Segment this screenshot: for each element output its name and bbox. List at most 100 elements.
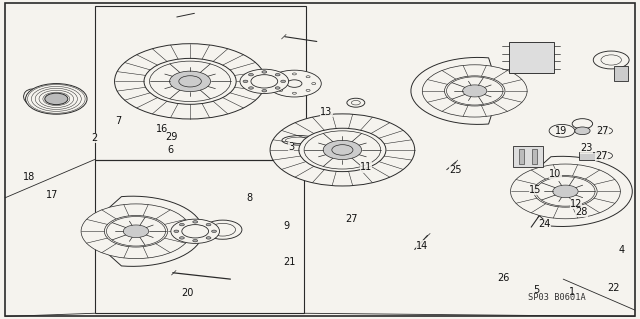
Circle shape	[212, 230, 216, 233]
Circle shape	[445, 76, 505, 106]
Circle shape	[299, 128, 386, 172]
Circle shape	[179, 223, 184, 226]
Text: 20: 20	[181, 288, 194, 299]
Text: 29: 29	[165, 132, 178, 142]
Circle shape	[182, 225, 209, 238]
Text: SP03 B0601A: SP03 B0601A	[528, 293, 586, 302]
Circle shape	[422, 65, 527, 117]
Text: 27: 27	[596, 126, 609, 137]
Circle shape	[268, 70, 321, 97]
Circle shape	[287, 80, 302, 87]
Circle shape	[206, 237, 211, 239]
Circle shape	[278, 89, 283, 92]
Text: 2: 2	[92, 133, 98, 143]
Text: 8: 8	[246, 193, 253, 203]
Circle shape	[193, 221, 198, 223]
Circle shape	[553, 185, 578, 198]
Circle shape	[275, 73, 280, 76]
Text: 1: 1	[568, 287, 575, 297]
Circle shape	[306, 89, 310, 92]
Text: 24: 24	[538, 219, 551, 229]
Text: 7: 7	[115, 116, 122, 126]
Ellipse shape	[282, 136, 317, 145]
Bar	[614, 66, 628, 81]
Circle shape	[534, 175, 597, 207]
Text: 17: 17	[46, 189, 59, 200]
Text: 18: 18	[22, 172, 35, 182]
Circle shape	[270, 114, 415, 186]
Ellipse shape	[285, 137, 314, 144]
Circle shape	[248, 73, 253, 76]
Text: 10: 10	[549, 169, 562, 179]
Circle shape	[240, 69, 289, 93]
Circle shape	[281, 80, 285, 83]
Bar	[509, 42, 554, 73]
Circle shape	[593, 51, 629, 69]
Circle shape	[251, 75, 278, 88]
Circle shape	[572, 119, 593, 129]
Circle shape	[549, 124, 575, 137]
Circle shape	[206, 223, 211, 226]
Text: 13: 13	[320, 107, 333, 117]
Text: 27: 27	[346, 213, 358, 224]
Text: 9: 9	[284, 221, 290, 232]
Text: 21: 21	[284, 257, 296, 267]
Circle shape	[26, 84, 87, 114]
Circle shape	[275, 87, 280, 89]
Ellipse shape	[24, 89, 43, 106]
Circle shape	[179, 76, 202, 87]
Circle shape	[601, 55, 621, 65]
Text: 3: 3	[288, 142, 294, 152]
Circle shape	[81, 204, 191, 259]
Circle shape	[332, 145, 353, 155]
Circle shape	[278, 76, 283, 78]
Circle shape	[273, 83, 277, 85]
Text: 27: 27	[595, 151, 608, 161]
Text: 15: 15	[529, 185, 541, 195]
Circle shape	[179, 237, 184, 239]
Circle shape	[204, 220, 242, 239]
Text: 5: 5	[533, 285, 540, 295]
Circle shape	[115, 44, 266, 119]
Bar	[366, 151, 380, 160]
Polygon shape	[534, 156, 632, 226]
Bar	[532, 149, 537, 164]
Bar	[513, 146, 543, 167]
Circle shape	[292, 73, 296, 75]
Circle shape	[171, 219, 220, 243]
Text: 22: 22	[607, 283, 620, 293]
Circle shape	[598, 152, 612, 159]
Circle shape	[347, 98, 365, 107]
Text: 28: 28	[575, 207, 588, 217]
Bar	[579, 152, 598, 160]
Text: 23: 23	[580, 143, 593, 153]
Circle shape	[463, 85, 487, 97]
Circle shape	[598, 127, 612, 134]
Bar	[95, 6, 306, 159]
Text: 11: 11	[360, 162, 372, 173]
Polygon shape	[411, 57, 505, 124]
Circle shape	[248, 87, 253, 89]
Bar	[519, 149, 524, 164]
Text: 16: 16	[156, 124, 168, 134]
Text: 12: 12	[570, 199, 582, 209]
Text: 4: 4	[619, 245, 625, 256]
Circle shape	[144, 58, 236, 104]
Circle shape	[262, 90, 267, 92]
Circle shape	[124, 225, 148, 238]
Circle shape	[193, 240, 198, 242]
Circle shape	[575, 127, 590, 135]
Circle shape	[45, 93, 68, 105]
Text: 25: 25	[449, 165, 462, 175]
Circle shape	[170, 71, 211, 92]
Circle shape	[306, 76, 310, 78]
Text: 19: 19	[555, 126, 568, 136]
Bar	[95, 160, 304, 313]
Circle shape	[312, 83, 316, 85]
Text: 26: 26	[497, 273, 509, 283]
Circle shape	[104, 216, 168, 247]
Circle shape	[511, 164, 620, 219]
Circle shape	[174, 230, 179, 233]
Circle shape	[243, 80, 248, 83]
Circle shape	[262, 71, 267, 73]
